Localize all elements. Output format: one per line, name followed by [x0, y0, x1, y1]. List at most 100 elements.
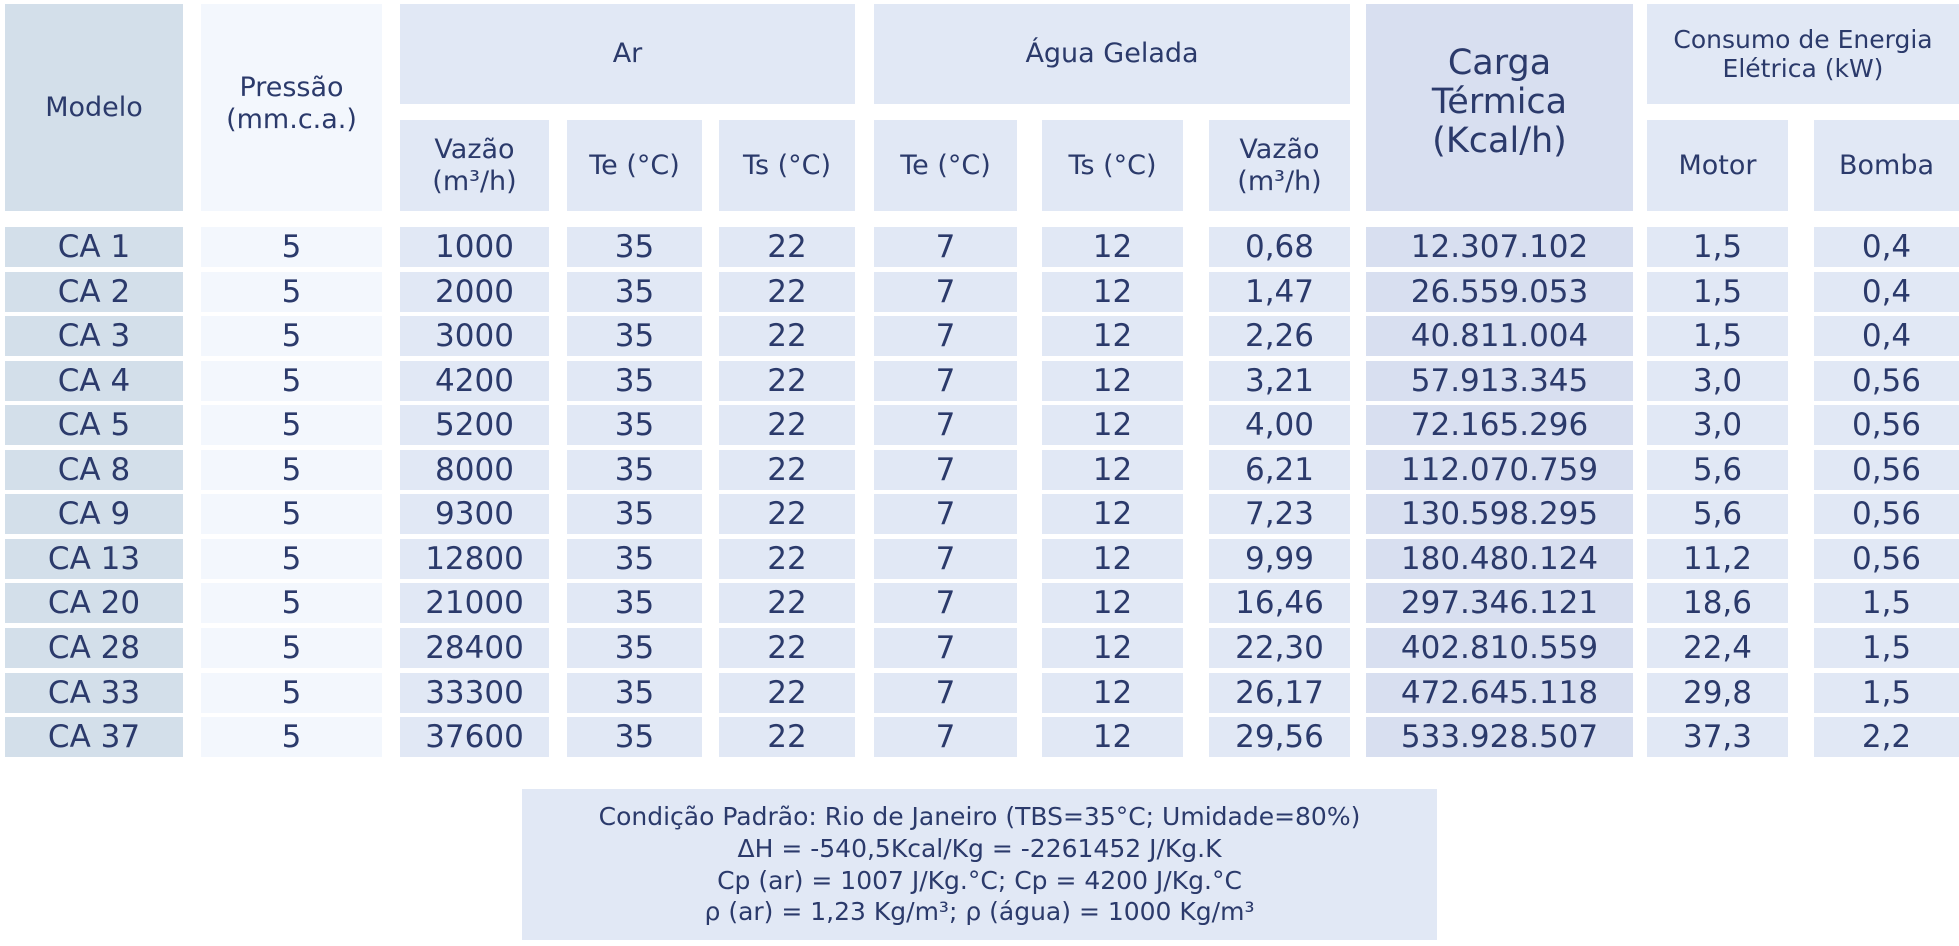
- table-cell-ar-te: 35: [567, 227, 702, 267]
- table-cell-agua-vazao: 0,68: [1209, 227, 1350, 267]
- table-cell-agua-vazao: 9,99: [1209, 539, 1350, 579]
- table-cell-agua-ts: 12: [1042, 272, 1183, 312]
- table-cell-agua-vazao: 22,30: [1209, 628, 1350, 668]
- table-cell-carga-termica: 472.645.118: [1366, 673, 1633, 713]
- table-cell-pressao: 5: [201, 628, 382, 668]
- table-cell-agua-vazao: 3,21: [1209, 361, 1350, 401]
- table-cell-modelo: CA 9: [5, 494, 183, 534]
- table-cell-bomba: 0,56: [1814, 405, 1959, 445]
- table-cell-motor: 5,6: [1647, 450, 1788, 490]
- table-cell-motor: 3,0: [1647, 361, 1788, 401]
- table-cell-ar-vazao: 1000: [400, 227, 549, 267]
- table-cell-carga-termica: 402.810.559: [1366, 628, 1633, 668]
- table-cell-modelo: CA 13: [5, 539, 183, 579]
- table-cell-bomba: 0,56: [1814, 361, 1959, 401]
- table-cell-motor: 37,3: [1647, 717, 1788, 757]
- table-cell-modelo: CA 2: [5, 272, 183, 312]
- header-ar-ts: Ts (°C): [719, 120, 855, 211]
- table-cell-ar-vazao: 37600: [400, 717, 549, 757]
- table-cell-ar-te: 35: [567, 539, 702, 579]
- table-cell-motor: 29,8: [1647, 673, 1788, 713]
- table-cell-modelo: CA 3: [5, 316, 183, 356]
- table-cell-carga-termica: 297.346.121: [1366, 583, 1633, 623]
- table-cell-agua-vazao: 6,21: [1209, 450, 1350, 490]
- table-cell-ar-vazao: 2000: [400, 272, 549, 312]
- table-cell-modelo: CA 20: [5, 583, 183, 623]
- table-cell-carga-termica: 57.913.345: [1366, 361, 1633, 401]
- table-cell-agua-ts: 12: [1042, 717, 1183, 757]
- table-cell-agua-vazao: 16,46: [1209, 583, 1350, 623]
- table-cell-agua-vazao: 1,47: [1209, 272, 1350, 312]
- header-pressao: Pressão (mm.c.a.): [201, 4, 382, 211]
- header-bomba: Bomba: [1814, 120, 1959, 211]
- table-cell-agua-ts: 12: [1042, 227, 1183, 267]
- table-cell-ar-ts: 22: [719, 717, 855, 757]
- table-cell-bomba: 1,5: [1814, 628, 1959, 668]
- table-cell-bomba: 0,56: [1814, 494, 1959, 534]
- table-cell-carga-termica: 180.480.124: [1366, 539, 1633, 579]
- table-cell-bomba: 1,5: [1814, 583, 1959, 623]
- header-modelo: Modelo: [5, 4, 183, 211]
- table-cell-pressao: 5: [201, 450, 382, 490]
- table-cell-pressao: 5: [201, 539, 382, 579]
- table-cell-agua-te: 7: [874, 539, 1017, 579]
- table-cell-carga-termica: 26.559.053: [1366, 272, 1633, 312]
- header-carga-termica: Carga Térmica (Kcal/h): [1366, 4, 1633, 211]
- table-cell-bomba: 1,5: [1814, 673, 1959, 713]
- header-agua-gelada: Água Gelada: [874, 4, 1350, 104]
- table-cell-agua-ts: 12: [1042, 628, 1183, 668]
- table-cell-bomba: 0,56: [1814, 539, 1959, 579]
- header-motor: Motor: [1647, 120, 1788, 211]
- table-cell-bomba: 0,4: [1814, 272, 1959, 312]
- table-cell-pressao: 5: [201, 316, 382, 356]
- table-cell-ar-vazao: 28400: [400, 628, 549, 668]
- table-cell-carga-termica: 72.165.296: [1366, 405, 1633, 445]
- table-cell-agua-vazao: 4,00: [1209, 405, 1350, 445]
- table-cell-agua-te: 7: [874, 272, 1017, 312]
- table-cell-modelo: CA 28: [5, 628, 183, 668]
- table-cell-ar-vazao: 5200: [400, 405, 549, 445]
- table-cell-ar-vazao: 9300: [400, 494, 549, 534]
- table-cell-motor: 18,6: [1647, 583, 1788, 623]
- header-consumo-energia: Consumo de Energia Elétrica (kW): [1647, 4, 1959, 104]
- table-cell-ar-te: 35: [567, 494, 702, 534]
- table-cell-agua-te: 7: [874, 227, 1017, 267]
- table-cell-agua-te: 7: [874, 717, 1017, 757]
- table-cell-agua-ts: 12: [1042, 494, 1183, 534]
- table-cell-bomba: 0,4: [1814, 316, 1959, 356]
- table-cell-agua-ts: 12: [1042, 316, 1183, 356]
- table-cell-motor: 1,5: [1647, 316, 1788, 356]
- footer-line-3: Cp (ar) = 1007 J/Kg.°C; Cp = 4200 J/Kg.°…: [717, 865, 1242, 895]
- footer-line-4: ρ (ar) = 1,23 Kg/m³; ρ (água) = 1000 Kg/…: [704, 897, 1255, 927]
- table-cell-agua-te: 7: [874, 494, 1017, 534]
- table-cell-motor: 5,6: [1647, 494, 1788, 534]
- table-cell-modelo: CA 37: [5, 717, 183, 757]
- table-cell-agua-ts: 12: [1042, 583, 1183, 623]
- table-cell-agua-ts: 12: [1042, 539, 1183, 579]
- table-cell-ar-te: 35: [567, 361, 702, 401]
- table-cell-motor: 11,2: [1647, 539, 1788, 579]
- table-cell-ar-vazao: 3000: [400, 316, 549, 356]
- table-cell-modelo: CA 4: [5, 361, 183, 401]
- table-cell-modelo: CA 8: [5, 450, 183, 490]
- table-cell-pressao: 5: [201, 405, 382, 445]
- table-cell-ar-ts: 22: [719, 673, 855, 713]
- table-cell-agua-vazao: 26,17: [1209, 673, 1350, 713]
- table-cell-ar-te: 35: [567, 673, 702, 713]
- table-cell-agua-vazao: 7,23: [1209, 494, 1350, 534]
- table-cell-ar-ts: 22: [719, 494, 855, 534]
- footer-line-1: Condição Padrão: Rio de Janeiro (TBS=35°…: [598, 802, 1361, 831]
- table-cell-ar-vazao: 12800: [400, 539, 549, 579]
- table-cell-carga-termica: 40.811.004: [1366, 316, 1633, 356]
- table-cell-agua-te: 7: [874, 361, 1017, 401]
- header-agua-ts: Ts (°C): [1042, 120, 1183, 211]
- table-cell-pressao: 5: [201, 583, 382, 623]
- table-cell-agua-ts: 12: [1042, 673, 1183, 713]
- table-cell-agua-te: 7: [874, 673, 1017, 713]
- table-cell-agua-ts: 12: [1042, 361, 1183, 401]
- table-cell-ar-te: 35: [567, 628, 702, 668]
- table-cell-modelo: CA 1: [5, 227, 183, 267]
- header-ar: Ar: [400, 4, 855, 104]
- table-cell-carga-termica: 12.307.102: [1366, 227, 1633, 267]
- table-cell-agua-ts: 12: [1042, 405, 1183, 445]
